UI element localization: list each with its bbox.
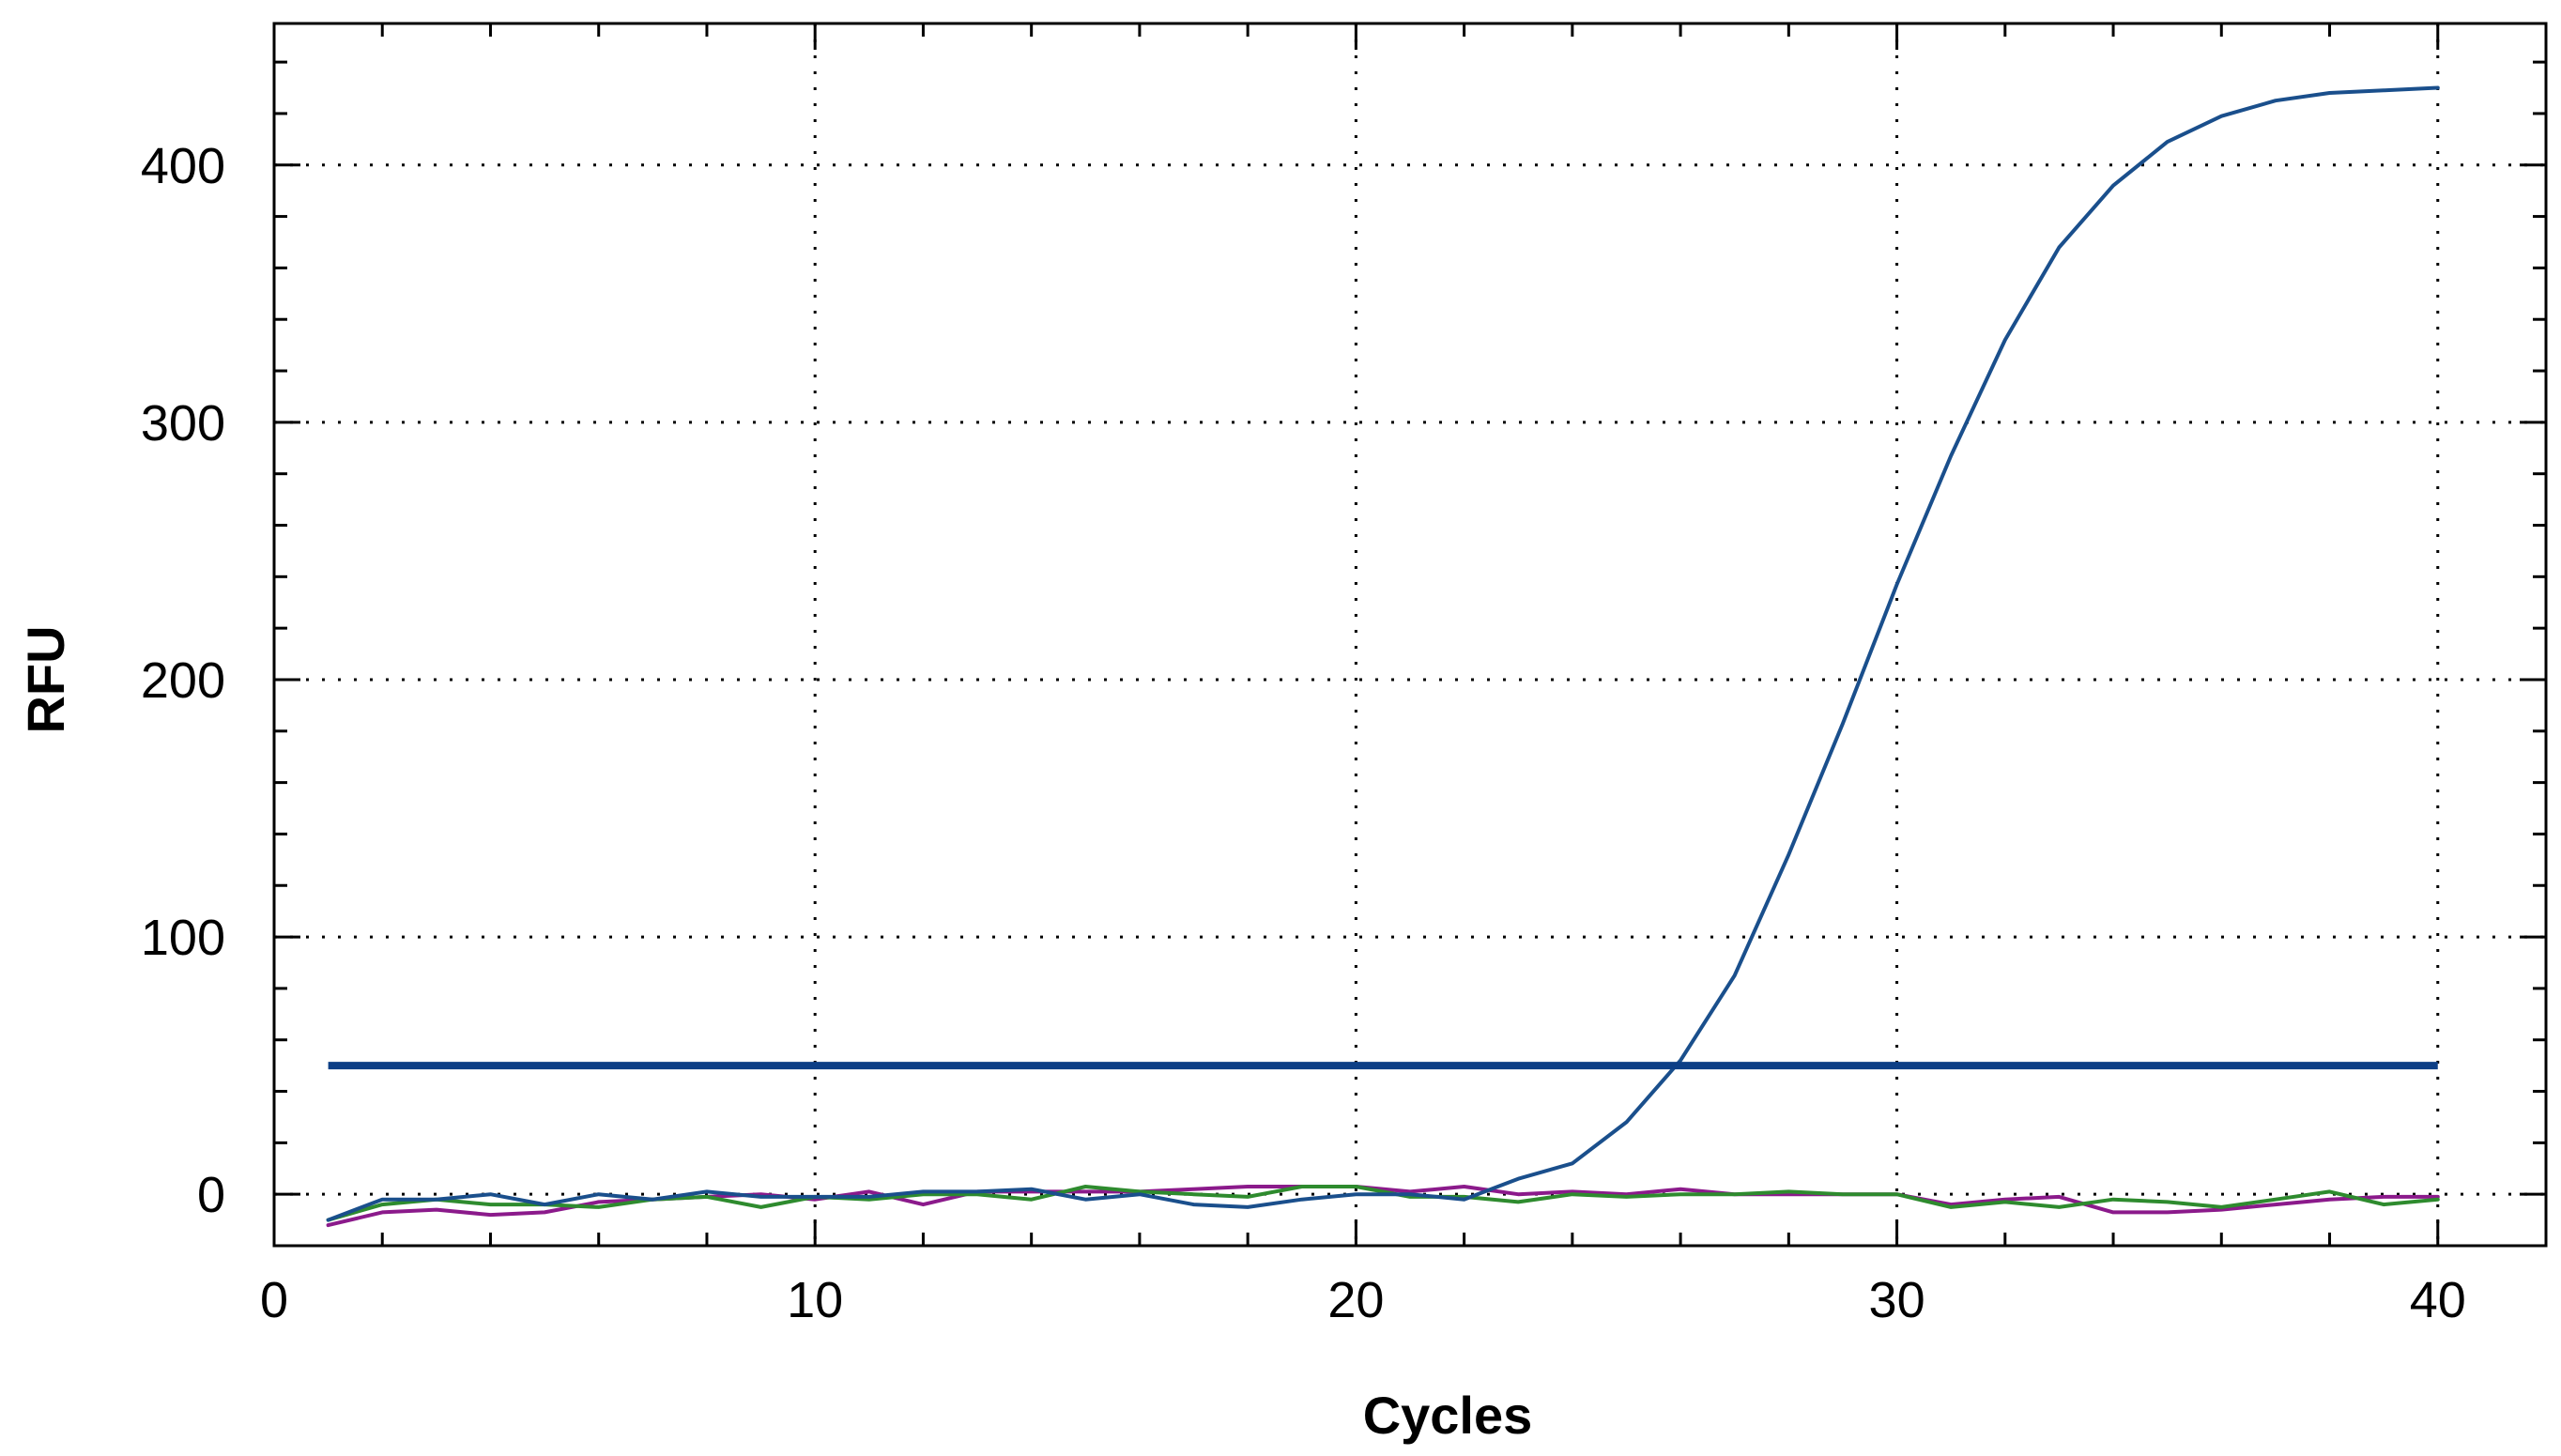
y-tick-label: 100 — [141, 910, 225, 966]
y-tick-label: 300 — [141, 395, 225, 452]
plot-frame — [272, 22, 2548, 1248]
axis-ticks — [272, 23, 2548, 1248]
y-tick-label: 200 — [141, 652, 225, 709]
x-tick-label: 30 — [1869, 1272, 1925, 1328]
y-axis-title: RFU — [16, 625, 75, 733]
x-tick-label: 20 — [1327, 1272, 1384, 1328]
x-axis-title: Cycles — [1363, 1386, 1533, 1445]
series-line-1 — [326, 85, 2440, 1222]
x-tick-label: 0 — [260, 1272, 288, 1328]
series-line-2 — [326, 1185, 2440, 1222]
x-tick-label: 40 — [2410, 1272, 2466, 1328]
y-tick-label: 400 — [141, 138, 225, 194]
y-tick-label: 0 — [197, 1167, 225, 1223]
plot-series — [326, 85, 2440, 1228]
x-tick-label: 10 — [787, 1272, 843, 1328]
